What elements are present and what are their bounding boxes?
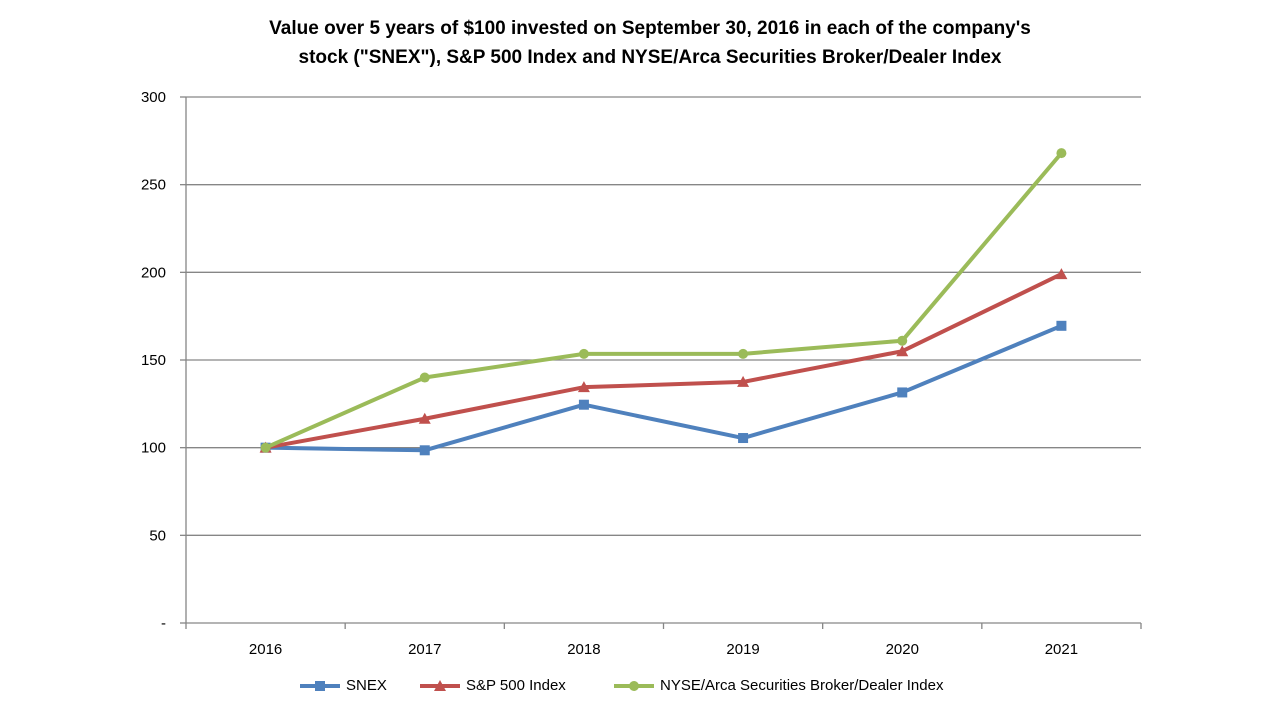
- x-axis-tick-labels: 2016 2017 2018 2019 2020 2021: [249, 641, 1078, 658]
- x-tick-label-2021: 2021: [1045, 641, 1078, 658]
- y-tick-label-300: 300: [141, 89, 166, 106]
- series-line-snex: [263, 323, 1064, 453]
- data-point-nyse-arca-securities-broker-dealer-index-2017: [419, 372, 430, 383]
- legend-swatch-snex: [300, 680, 340, 691]
- legend-item-snex: SNEX: [298, 677, 387, 694]
- data-point-snex-2019: [738, 433, 749, 444]
- series-group: [259, 148, 1068, 456]
- data-point-nyse-arca-securities-broker-dealer-index-2018: [578, 348, 589, 359]
- legend-label-snex: SNEX: [346, 677, 387, 694]
- data-point-s-p-500-index-2021: [1055, 268, 1068, 280]
- x-tick-label-2019: 2019: [726, 641, 759, 658]
- chart-title-line-1: Value over 5 years of $100 invested on S…: [269, 18, 1031, 39]
- x-tick-label-2018: 2018: [567, 641, 600, 658]
- y-tick-label-200: 200: [141, 264, 166, 281]
- y-tick-label-50: 50: [149, 527, 166, 544]
- y-tick-label-100: 100: [141, 440, 166, 457]
- data-point-nyse-arca-securities-broker-dealer-index-2019: [738, 348, 749, 359]
- data-point-snex-2021: [1056, 320, 1067, 331]
- chart-title-line-2: stock ("SNEX"), S&P 500 Index and NYSE/A…: [298, 47, 1002, 68]
- data-point-s-p-500-index-2017: [418, 412, 431, 424]
- data-point-nyse-arca-securities-broker-dealer-index-2016: [260, 442, 271, 453]
- data-point-s-p-500-index-2020: [896, 345, 909, 357]
- data-point-snex-2020: [897, 387, 908, 398]
- legend-item-sp500: S&P 500 Index: [418, 677, 566, 694]
- x-tick-label-2016: 2016: [249, 641, 282, 658]
- legend-swatch-nyse-arca: [614, 680, 654, 691]
- legend: SNEX S&P 500 Index NYSE/Arca Securities …: [0, 677, 1280, 701]
- y-axis-tick-labels: - 50 100 150 200 250 300: [141, 89, 166, 632]
- series-line-nyse-arca-securities-broker-dealer-index: [263, 151, 1064, 450]
- series-snex: [260, 320, 1067, 456]
- data-point-snex-2018: [578, 399, 589, 410]
- x-tick-label-2020: 2020: [886, 641, 919, 658]
- data-point-nyse-arca-securities-broker-dealer-index-2020: [897, 335, 908, 346]
- gridlines: [186, 96, 1141, 536]
- y-tick-label-150: 150: [141, 352, 166, 369]
- chart-title: Value over 5 years of $100 invested on S…: [0, 14, 1280, 72]
- x-tick-label-2017: 2017: [408, 641, 441, 658]
- legend-label-sp500: S&P 500 Index: [466, 677, 566, 694]
- data-point-s-p-500-index-2018: [577, 381, 590, 393]
- series-nyse-arca-securities-broker-dealer-index: [260, 148, 1067, 453]
- legend-item-nyse-arca: NYSE/Arca Securities Broker/Dealer Index: [612, 677, 943, 694]
- y-tick-label-0: -: [161, 615, 166, 632]
- legend-swatch-sp500: [420, 679, 460, 691]
- data-point-snex-2017: [419, 445, 430, 456]
- axes: [180, 96, 1142, 629]
- y-tick-label-250: 250: [141, 177, 166, 194]
- series-s-p-500-index: [259, 268, 1068, 453]
- legend-label-nyse-arca: NYSE/Arca Securities Broker/Dealer Index: [660, 677, 944, 694]
- data-point-s-p-500-index-2019: [737, 375, 750, 387]
- series-line-s-p-500-index: [263, 272, 1064, 450]
- data-point-nyse-arca-securities-broker-dealer-index-2021: [1056, 148, 1067, 159]
